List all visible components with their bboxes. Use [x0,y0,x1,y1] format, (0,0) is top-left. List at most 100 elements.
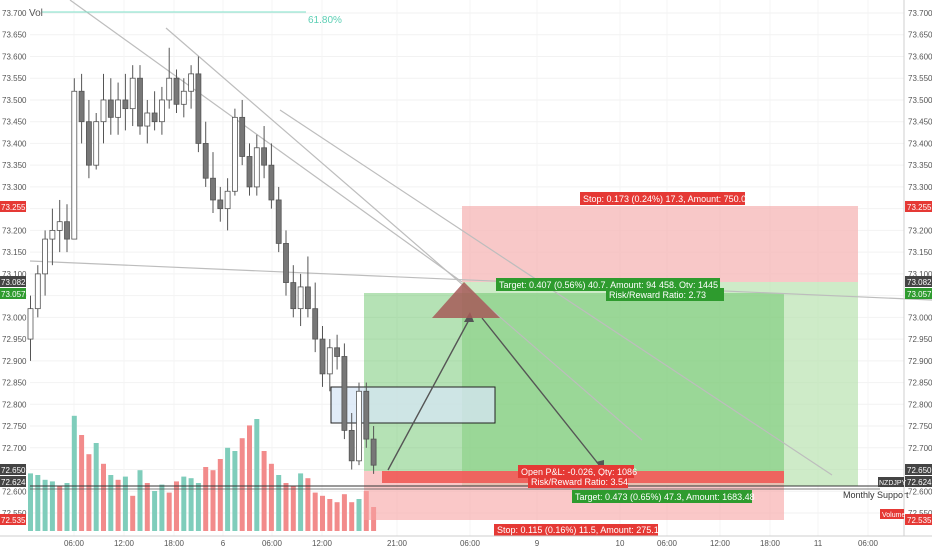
price-tick-left: 73.000 [2,313,27,322]
short-ratio-badge [606,288,724,301]
price-tick-right: 72.700 [908,444,932,453]
candle-body [363,390,370,440]
candle-body [158,99,165,123]
candle-body [107,99,114,118]
price-tick-left: 72.800 [2,400,27,409]
long-target-text: Target: 0.473 (0.65%) 47.3, Amount: 1683… [575,492,755,502]
candle-body [261,147,268,166]
volume-bar [283,483,289,531]
candle-body [56,221,63,231]
time-tick: 06:00 [657,539,678,548]
arrow-down-line[interactable] [481,317,601,467]
trendline-horizontal[interactable] [29,260,932,301]
volume-bar [144,483,150,531]
price-tick-right: 73.500 [908,96,932,105]
price-tick-right: 73.200 [908,226,932,235]
candle-body [290,282,297,310]
short-target-tail-badge [656,278,720,291]
volume-bar [349,502,355,531]
consolidation-box[interactable] [330,386,496,424]
arrow-up-line[interactable] [387,317,471,471]
price-tag-right-text: 72.650 [907,466,932,475]
volume-bar [101,463,106,531]
price-tag-left [0,276,26,287]
price-tick-right: 72.750 [908,422,932,431]
price-tick-left: 72.850 [2,379,27,388]
price-tick-left: 73.400 [2,139,27,148]
price-tag-left [0,201,26,212]
long-pnl-text: Open P&L: -0.026, Qty: 1086 [521,467,637,477]
price-tag-right-text: 73.057 [907,290,932,299]
long-target-zone[interactable] [364,293,784,471]
time-axis[interactable]: 06:00 12:00 18:00 6 06:00 12:00 21:00 06:00 9 10 0… [64,539,879,548]
candle-body [297,286,304,310]
candle-body [334,347,341,357]
volume-bar [93,443,99,531]
candle-body [231,116,238,192]
price-tag-left [0,476,26,487]
price-tick-left: 72.900 [2,357,27,366]
candle-body [27,308,34,340]
time-tick: 06:00 [64,539,85,548]
candle-body [195,73,202,144]
volume-bar [210,470,216,531]
short-target-zone[interactable] [462,282,858,486]
price-tag-right-text: 73.255 [907,203,932,212]
volume-bar [203,467,209,531]
long-pnl-badge [518,465,634,478]
price-tick-left: 73.200 [2,226,27,235]
candle-body [246,156,253,188]
candle-body [173,77,180,105]
volume-bar [239,438,245,531]
trendline-2[interactable] [165,27,643,441]
price-tick-left: 72.600 [2,487,27,496]
volume-bar [181,476,187,531]
price-tick-left: 73.500 [2,96,27,105]
candle-body [348,429,355,462]
candle-body [188,73,195,92]
price-tick-left: 73.550 [2,74,27,83]
volume-bar [341,494,347,531]
candle-body [144,112,151,127]
volume-bar [188,478,194,531]
price-tag-right-text: 72.624 [907,478,932,487]
short-stop-zone[interactable] [462,206,858,282]
volume-bar [42,479,48,531]
price-tick-right: 73.450 [908,118,932,127]
volume-badge-text: Volume [882,512,905,519]
short-ratio-text: Risk/Reward Ratio: 2.73 [609,290,706,300]
candle-body [100,99,107,123]
volume-bar [298,473,304,531]
time-tick: 06:00 [460,539,481,548]
candle-body [180,90,187,105]
candle-body [210,177,216,201]
volume-bar [261,451,267,531]
trendline-1[interactable] [69,0,463,283]
candle-body [224,190,231,210]
volume-bar [268,463,274,531]
volume-bar [320,495,325,531]
price-tick-right: 73.600 [908,52,932,61]
price-tag-left-text: 73.255 [1,203,26,212]
price-tag-left-text: 73.057 [1,290,26,299]
time-tick: 6 [221,539,226,548]
volume-bar [166,492,172,531]
candle-body [122,99,129,110]
volume-bar [86,454,92,531]
time-tick: 9 [535,539,540,548]
vol-legend: Vol [29,8,43,19]
volume-bar [327,499,333,531]
trendline-3[interactable] [279,109,833,476]
candle-body [151,112,158,123]
volume-bar [122,476,128,531]
volume-bar [217,459,223,531]
long-ratio-text: Risk/Reward Ratio: 3.54 [531,477,628,487]
long-stop-text: Stop: 0.115 (0.16%) 11.5, Amount: 275.11 [497,525,663,535]
time-axis-background [0,537,932,550]
price-tick-left: 72.950 [2,335,27,344]
price-tag-left [0,288,26,299]
volume-bar [305,478,311,531]
triangle-pattern[interactable] [432,282,500,318]
